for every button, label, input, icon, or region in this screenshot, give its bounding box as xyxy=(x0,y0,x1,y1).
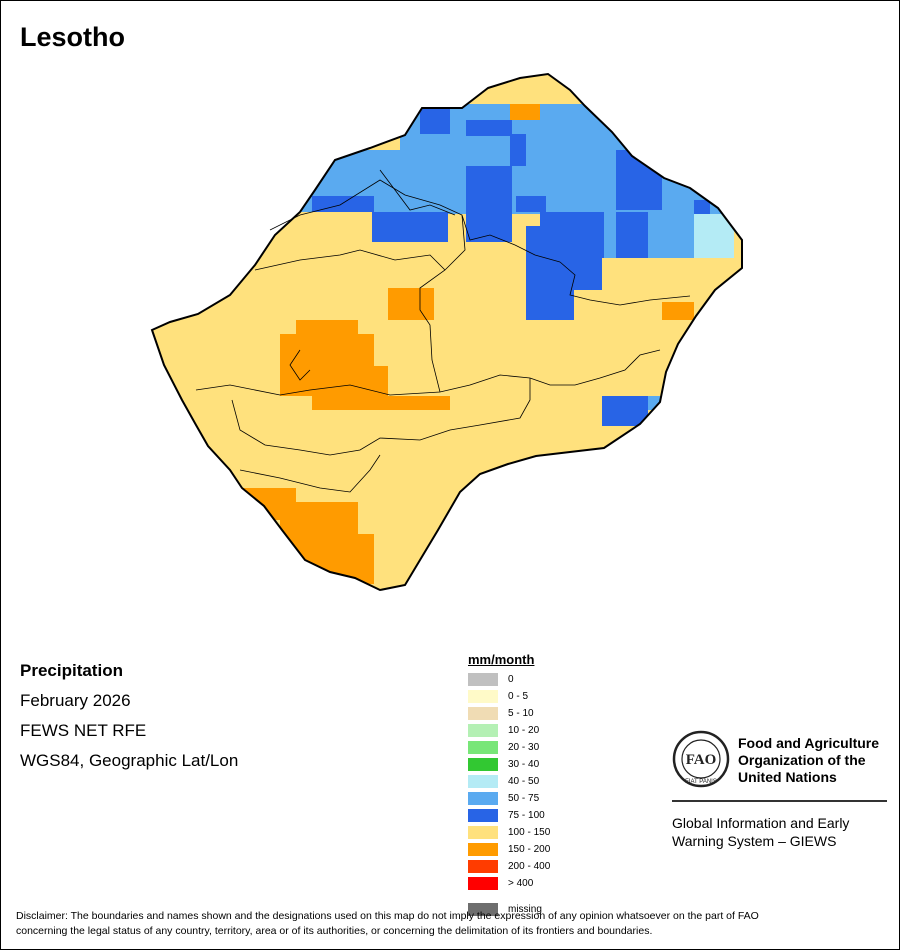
legend-label: 200 - 400 xyxy=(508,861,551,872)
lesotho-map xyxy=(150,72,743,592)
legend-swatch xyxy=(468,877,498,890)
map-title: Lesotho xyxy=(20,22,125,52)
variable-label: Precipitation xyxy=(20,661,123,680)
legend-swatch xyxy=(468,775,498,788)
period-label: February 2026 xyxy=(20,691,131,710)
legend-label: 10 - 20 xyxy=(508,725,540,736)
precip-cell-150-200 xyxy=(372,396,450,410)
legend-label: 150 - 200 xyxy=(508,844,551,855)
precip-cell-150-200 xyxy=(662,302,694,320)
legend-item: 75 - 100 xyxy=(468,807,550,824)
fao-divider xyxy=(672,800,887,802)
legend-label: 0 xyxy=(508,674,514,685)
fao-name-line2: Organization of the xyxy=(738,752,866,768)
legend-label: 5 - 10 xyxy=(508,708,534,719)
precip-cell-150-200 xyxy=(280,534,374,584)
projection-label: WGS84, Geographic Lat/Lon xyxy=(20,751,239,770)
legend-label: 20 - 30 xyxy=(508,742,540,753)
precip-cell-75-100 xyxy=(662,396,678,410)
giews-line2: Warning System – GIEWS xyxy=(672,833,837,849)
legend-item: 200 - 400 xyxy=(468,858,550,875)
legend-item: 150 - 200 xyxy=(468,841,550,858)
precip-cell-100-150 xyxy=(574,290,604,320)
legend-label-missing: missing xyxy=(508,904,542,915)
legend-item: 100 - 150 xyxy=(468,824,550,841)
legend-item: 30 - 40 xyxy=(468,756,550,773)
legend-swatch xyxy=(468,809,498,822)
giews-name: Global Information and Early Warning Sys… xyxy=(672,814,887,850)
fao-logo-icon: FAO FIAT PANIS xyxy=(672,730,730,788)
map-info: Precipitation February 2026 FEWS NET RFE… xyxy=(20,656,238,776)
precip-cell-75-100 xyxy=(616,212,648,258)
precip-cell-150-200 xyxy=(280,502,358,534)
legend-swatch-missing xyxy=(468,903,498,916)
disclaimer-line1: Disclaimer: The boundaries and names sho… xyxy=(16,910,759,922)
precip-cell-75-100 xyxy=(694,200,710,214)
legend-swatch xyxy=(468,741,498,754)
legend-swatch xyxy=(468,673,498,686)
precip-cell-75-100 xyxy=(602,396,648,426)
legend-item: 50 - 75 xyxy=(468,790,550,807)
legend-swatch xyxy=(468,843,498,856)
district-boundaries xyxy=(195,169,691,493)
legend-label: 30 - 40 xyxy=(508,759,540,770)
precip-cell-75-100 xyxy=(466,120,512,136)
fao-logo-text: FAO xyxy=(686,752,717,768)
precip-cell-75-100 xyxy=(616,150,662,210)
legend-swatch xyxy=(468,860,498,873)
precip-cell-75-100 xyxy=(372,212,448,242)
legend-item: 5 - 10 xyxy=(468,705,550,722)
source-label: FEWS NET RFE xyxy=(20,721,147,740)
legend-item: 40 - 50 xyxy=(468,773,550,790)
legend-label: > 400 xyxy=(508,878,534,889)
giews-line1: Global Information and Early xyxy=(672,815,850,831)
fao-logo-motto: FIAT PANIS xyxy=(685,779,717,785)
precip-cell-75-100 xyxy=(510,134,526,166)
disclaimer: Disclaimer: The boundaries and names sho… xyxy=(16,909,886,939)
legend: mm/month 0 0 - 5 5 - 10 10 - 20 20 - 30 30 - … xyxy=(468,652,550,918)
legend-label: 50 - 75 xyxy=(508,793,540,804)
precip-cell-150-200 xyxy=(510,104,540,120)
legend-swatch xyxy=(468,792,498,805)
precip-cell-150-200 xyxy=(388,288,434,320)
fao-name: Food and Agriculture Organization of the… xyxy=(738,735,888,786)
legend-label: 75 - 100 xyxy=(508,810,545,821)
precip-cell-75-100 xyxy=(516,196,546,212)
legend-item: 10 - 20 xyxy=(468,722,550,739)
legend-swatch xyxy=(468,707,498,720)
legend-label: 0 - 5 xyxy=(508,691,529,702)
legend-unit: mm/month xyxy=(468,652,535,667)
legend-label: 100 - 150 xyxy=(508,827,551,838)
legend-swatch xyxy=(468,826,498,839)
fao-name-line3: United Nations xyxy=(738,769,837,785)
disclaimer-line2: concerning the legal status of any count… xyxy=(16,925,653,937)
legend-item-missing: missing xyxy=(468,901,550,918)
legend-item: 0 - 5 xyxy=(468,688,550,705)
country-border xyxy=(150,72,743,592)
legend-swatch xyxy=(468,724,498,737)
legend-item: 0 xyxy=(468,671,550,688)
legend-item: > 400 xyxy=(468,875,550,892)
legend-swatch xyxy=(468,690,498,703)
precip-cell-75-100 xyxy=(466,166,512,242)
legend-swatch xyxy=(468,758,498,771)
fao-name-line1: Food and Agriculture xyxy=(738,735,880,751)
legend-classes: 0 0 - 5 5 - 10 10 - 20 20 - 30 30 - 40 40 - 50… xyxy=(468,671,550,892)
legend-item: 20 - 30 xyxy=(468,739,550,756)
legend-label: 40 - 50 xyxy=(508,776,540,787)
